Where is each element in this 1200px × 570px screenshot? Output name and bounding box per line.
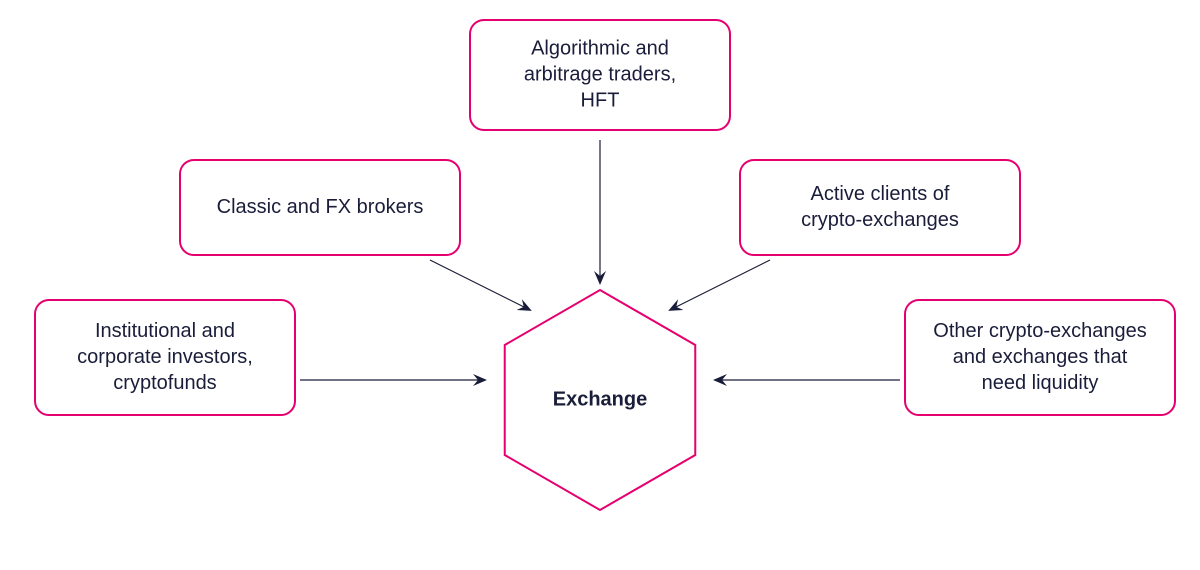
center-node: Exchange <box>505 290 696 510</box>
node-other-label-line-2: need liquidity <box>982 372 1099 394</box>
node-algo: Algorithmic and arbitrage traders, HFT <box>470 20 730 130</box>
center-label: Exchange <box>553 388 647 410</box>
node-active-label-line-0: Active clients of <box>811 183 950 205</box>
node-institutional-label-line-2: cryptofunds <box>113 372 216 394</box>
node-other: Other crypto-exchanges and exchanges that… <box>905 300 1175 415</box>
node-algo-label-line-2: HFT <box>581 89 620 111</box>
node-institutional: Institutional and corporate investors, cry… <box>35 300 295 415</box>
diagram-canvas: Algorithmic and arbitrage traders, HFT Clas… <box>0 0 1200 570</box>
node-other-label-line-0: Other crypto-exchanges <box>933 320 1146 342</box>
node-other-label-line-1: and exchanges that <box>953 346 1128 368</box>
node-institutional-label-line-0: Institutional and <box>95 320 235 342</box>
node-brokers-label-line-0: Classic and FX brokers <box>217 196 424 218</box>
node-active-label-line-1: crypto-exchanges <box>801 209 959 231</box>
node-active: Active clients of crypto-exchanges <box>740 160 1020 255</box>
edge-brokers <box>430 260 530 310</box>
node-institutional-label-line-1: corporate investors, <box>77 346 253 368</box>
node-brokers: Classic and FX brokers <box>180 160 460 255</box>
node-algo-label-line-0: Algorithmic and <box>531 37 669 59</box>
node-algo-label-line-1: arbitrage traders, <box>524 63 676 85</box>
edge-active <box>670 260 770 310</box>
